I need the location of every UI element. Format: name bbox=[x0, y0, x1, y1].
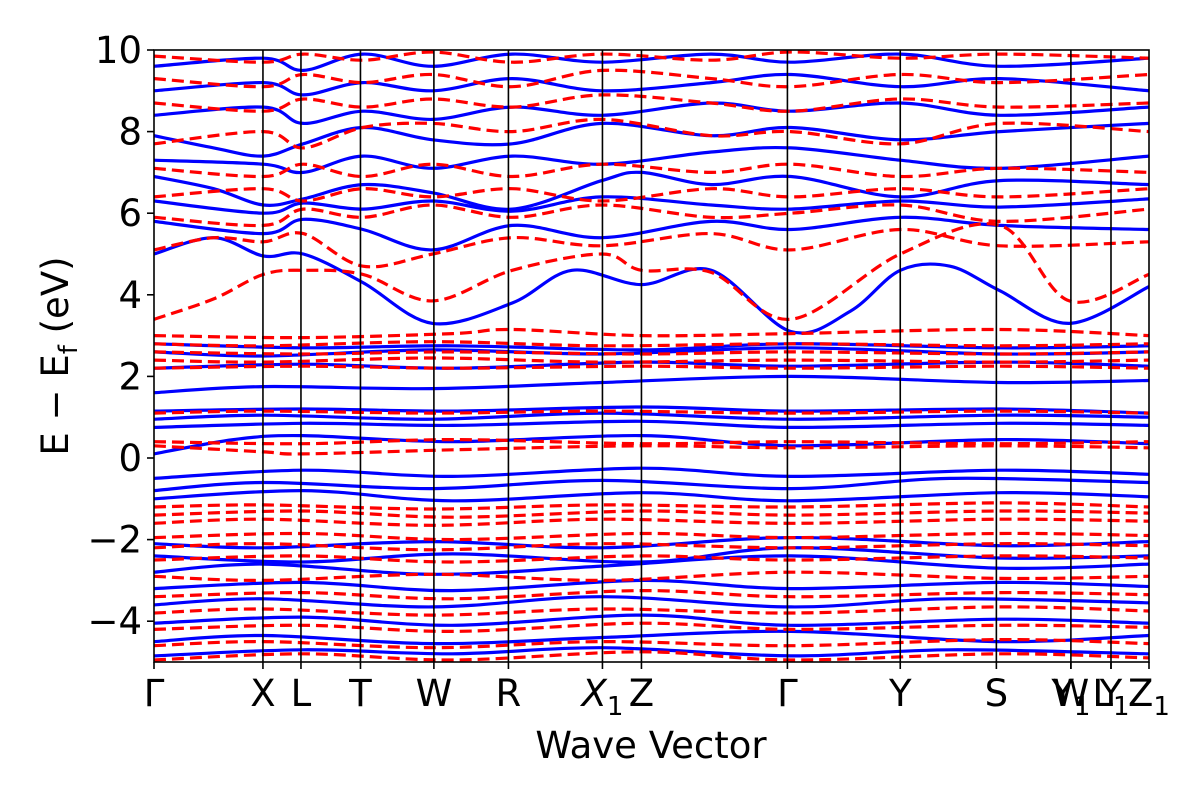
dashed-band-line-0 bbox=[154, 650, 1149, 662]
dashed-band-line-12 bbox=[154, 444, 1149, 456]
solid-band-line-15 bbox=[154, 374, 1149, 395]
dashed-band-line-3 bbox=[154, 605, 1149, 617]
dashed-band-line-2 bbox=[154, 621, 1149, 634]
y-tick-label: −4 bbox=[87, 600, 142, 643]
x-tick-label: W bbox=[1053, 672, 1090, 715]
dashed-band-line-21 bbox=[154, 227, 1149, 269]
x-tick-label: X1 bbox=[579, 672, 623, 722]
x-tick-label: L1 bbox=[1092, 672, 1129, 722]
dashed-band-line-11 bbox=[154, 501, 1149, 511]
solid-band-line-0 bbox=[154, 646, 1149, 658]
x-tick-label: Z bbox=[629, 672, 654, 715]
plot-frame bbox=[153, 49, 1150, 663]
solid-band-line-10 bbox=[154, 466, 1149, 480]
x-tick-label: Y bbox=[888, 672, 912, 715]
k-point-divider-lines bbox=[262, 50, 1112, 662]
solid-band-line-9 bbox=[154, 476, 1149, 493]
x-tick-label: S bbox=[985, 672, 1009, 715]
dashed-band-line-10 bbox=[154, 509, 1149, 519]
x-axis-ticks: Γ X L T W R X1 Z Γ Y S WY1 L1Y Z1 bbox=[144, 662, 1170, 722]
y-axis-label: E − Ef (eV) bbox=[34, 256, 84, 455]
y-tick-label: 10 bbox=[95, 29, 142, 72]
y-tick-label: 6 bbox=[118, 192, 142, 235]
x-tick-label: X bbox=[250, 672, 275, 715]
solid-band-line-8 bbox=[154, 488, 1149, 503]
dashed-band-line-8 bbox=[154, 531, 1149, 542]
dashed-band-line-7 bbox=[154, 542, 1149, 552]
solid-band-line-5 bbox=[154, 554, 1149, 576]
dashed-band-line-14 bbox=[154, 409, 1149, 415]
dashed-band-line-1 bbox=[154, 637, 1149, 650]
dashed-band-line-20 bbox=[154, 222, 1149, 321]
solid-band-line-26 bbox=[154, 72, 1149, 97]
y-tick-label: 4 bbox=[118, 274, 142, 317]
x-tick-label: Γ bbox=[144, 672, 165, 715]
dashed-band-line-5 bbox=[154, 570, 1149, 583]
dashed-band-line-26 bbox=[154, 93, 1149, 113]
x-tick-label: L bbox=[291, 672, 312, 715]
x-tick-label: T bbox=[348, 672, 372, 715]
x-tick-label: R bbox=[496, 672, 522, 715]
solid-band-line-24 bbox=[154, 121, 1149, 158]
x-tick-label: Γ bbox=[777, 672, 798, 715]
solid-band-line-3 bbox=[154, 595, 1149, 609]
x-tick-label: Y bbox=[1099, 672, 1123, 715]
solid-band-line-11 bbox=[154, 433, 1149, 456]
solid-band-line-19 bbox=[154, 236, 1149, 335]
dashed-band-line-19 bbox=[154, 327, 1149, 340]
y-tick-label: 8 bbox=[118, 111, 142, 154]
x-tick-label: W bbox=[416, 672, 453, 715]
x-axis-label: Wave Vector bbox=[535, 724, 767, 767]
dashed-band-line-28 bbox=[154, 50, 1149, 64]
y-axis-ticks: −4 −2 0 2 4 6 8 10 bbox=[87, 29, 154, 643]
solid-band-line-21 bbox=[154, 195, 1149, 215]
dashed-band-line-22 bbox=[154, 203, 1149, 228]
dashed-band-line-16 bbox=[154, 356, 1149, 364]
x-tick-label: Z1 bbox=[1128, 672, 1170, 722]
solid-band-line-7 bbox=[154, 535, 1149, 550]
dashed-band-line-9 bbox=[154, 517, 1149, 527]
solid-band-line-1 bbox=[154, 629, 1149, 646]
y-tick-label: 0 bbox=[118, 437, 142, 480]
dashed-band-line-18 bbox=[154, 340, 1149, 348]
x-tick-label: Y1 bbox=[1050, 672, 1090, 722]
solid-band-line-13 bbox=[154, 411, 1149, 421]
y-tick-label: −2 bbox=[87, 519, 142, 562]
y-tick-label: 2 bbox=[118, 355, 142, 398]
band-lines bbox=[154, 50, 1149, 662]
solid-band-line-27 bbox=[154, 52, 1149, 73]
solid-band-line-12 bbox=[154, 419, 1149, 430]
dashed-band-line-15 bbox=[154, 364, 1149, 370]
dashed-band-line-27 bbox=[154, 68, 1149, 89]
